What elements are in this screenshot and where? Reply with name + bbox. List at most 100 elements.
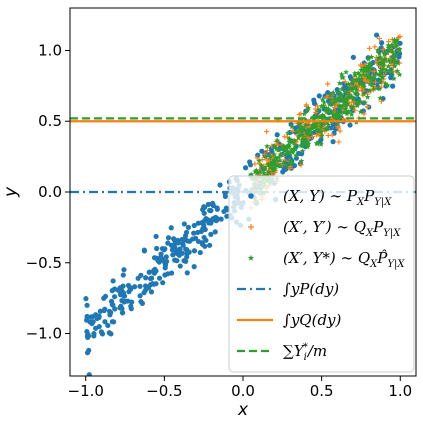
- data-point: [102, 319, 108, 325]
- data-point: [195, 238, 202, 245]
- data-point: [191, 222, 197, 229]
- data-point: [256, 157, 262, 164]
- data-point: [159, 245, 166, 252]
- data-point: [363, 78, 369, 84]
- data-point: [128, 303, 134, 309]
- data-point: [298, 162, 304, 168]
- data-point: [377, 95, 384, 101]
- data-point: [318, 128, 325, 135]
- data-point: [330, 139, 336, 145]
- data-point: [127, 284, 133, 290]
- data-point: [347, 122, 353, 128]
- data-point: [207, 207, 213, 214]
- data-point: [264, 129, 270, 135]
- data-point: [339, 86, 345, 92]
- data-point: [214, 206, 220, 212]
- data-point: [212, 229, 218, 235]
- data-point: [108, 298, 115, 304]
- data-point: [274, 132, 280, 138]
- data-point: [374, 32, 380, 38]
- data-point: [172, 257, 178, 263]
- data-point: [112, 306, 118, 312]
- data-point: [391, 63, 398, 69]
- data-point: [391, 36, 398, 43]
- data-point: [388, 75, 394, 81]
- data-point: [302, 122, 309, 128]
- data-point: [388, 69, 395, 75]
- data-point: [280, 159, 287, 165]
- data-point: [393, 38, 400, 44]
- data-point: [376, 35, 382, 42]
- data-point: [264, 147, 270, 154]
- data-point: [352, 72, 359, 78]
- data-point: [148, 289, 155, 295]
- data-point: [324, 94, 330, 100]
- data-point: [292, 142, 298, 148]
- data-point: [313, 132, 320, 138]
- data-point: [252, 168, 259, 174]
- data-point: [275, 147, 281, 153]
- data-point: [181, 221, 187, 227]
- data-point: [366, 87, 373, 94]
- data-point: [86, 347, 92, 354]
- data-point: [282, 166, 288, 173]
- data-point: [299, 131, 306, 138]
- data-point: [346, 93, 352, 99]
- data-point: [120, 272, 126, 278]
- data-point: [315, 106, 322, 113]
- data-point: [360, 71, 367, 78]
- legend-label: ∫yQ(dy): [283, 311, 342, 329]
- data-point: [141, 290, 147, 296]
- data-point: [261, 165, 268, 172]
- data-point: [370, 85, 377, 92]
- data-point: [377, 79, 383, 85]
- data-point: [389, 48, 396, 55]
- data-point: [385, 57, 392, 64]
- data-point: [369, 82, 375, 88]
- data-point: [368, 77, 375, 83]
- data-point: [281, 146, 288, 153]
- x-axis-label: x: [237, 400, 249, 420]
- data-point: [293, 152, 299, 159]
- data-point: [148, 282, 154, 288]
- data-point: [347, 89, 353, 95]
- data-point: [105, 322, 111, 329]
- data-point: [84, 313, 90, 320]
- data-point: [392, 51, 398, 58]
- data-point: [361, 111, 367, 117]
- data-point: [327, 91, 333, 98]
- data-point: [297, 142, 304, 148]
- legend-marker-star: [247, 254, 255, 261]
- data-point: [394, 68, 401, 74]
- data-point: [337, 128, 343, 134]
- data-point: [342, 106, 349, 112]
- data-point: [258, 162, 265, 169]
- data-point: [354, 102, 361, 109]
- data-point: [299, 126, 306, 132]
- legend-entry-3: ∫yP(dy): [237, 280, 339, 298]
- x-tick-label: 0.0: [231, 382, 255, 400]
- data-point: [98, 329, 105, 335]
- data-point: [267, 153, 274, 159]
- data-point: [381, 56, 388, 62]
- data-point: [304, 107, 311, 113]
- data-point: [270, 164, 276, 170]
- data-point: [380, 62, 387, 68]
- data-point: [110, 278, 116, 284]
- data-point: [179, 240, 186, 246]
- y-tick-label: 1.0: [38, 41, 62, 59]
- legend-label: ∑Yi*/m: [283, 342, 327, 363]
- data-point: [314, 103, 321, 109]
- data-point: [343, 69, 349, 75]
- data-point: [210, 203, 216, 209]
- data-point: [121, 299, 127, 305]
- data-point: [354, 99, 361, 106]
- data-point: [186, 238, 193, 244]
- data-point: [301, 110, 308, 117]
- data-point: [367, 81, 373, 87]
- data-point: [304, 131, 311, 138]
- data-point: [108, 331, 114, 337]
- data-point: [362, 99, 368, 106]
- data-point: [355, 75, 362, 81]
- legend-marker-plus: [248, 224, 254, 230]
